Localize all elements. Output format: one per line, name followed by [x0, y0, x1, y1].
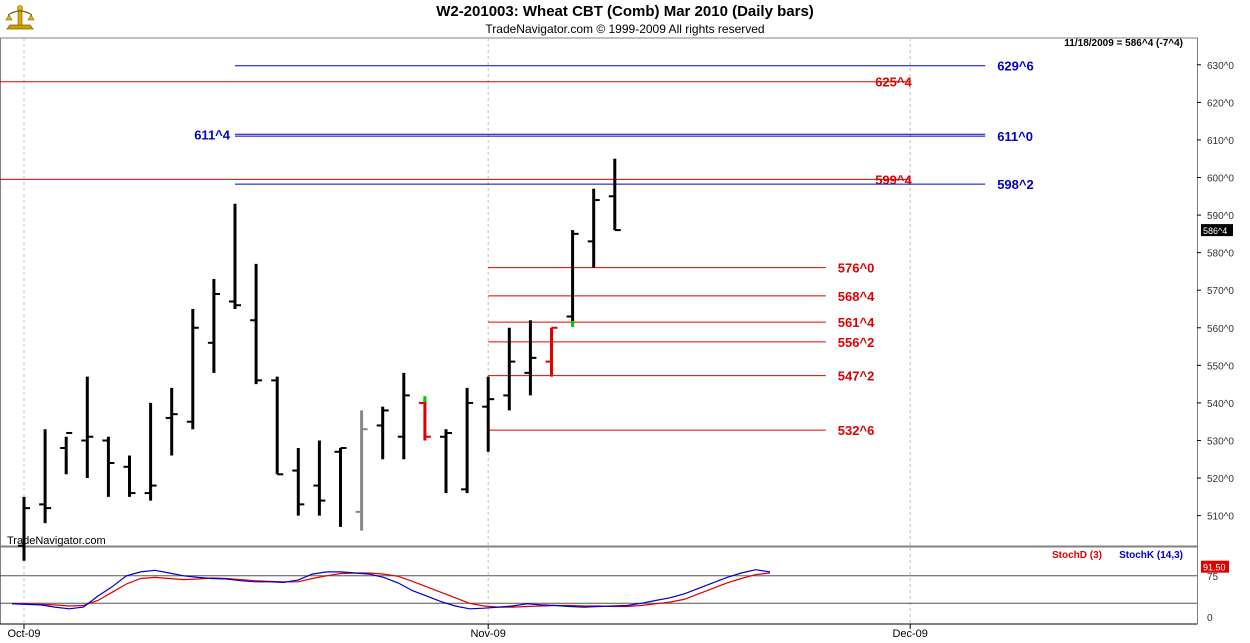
- ohlc-bar: [376, 406, 389, 460]
- last-price-box: [1201, 224, 1233, 237]
- x-tick-label: Dec-09: [892, 628, 927, 640]
- ohlc-bar: [503, 327, 516, 411]
- ohlc-bar: [144, 402, 157, 501]
- ohlc-bar: [587, 188, 600, 268]
- price-level-label: 532^6: [838, 423, 875, 438]
- y-tick-label: 580^0: [1207, 249, 1234, 260]
- y-tick-label: 530^0: [1207, 436, 1234, 447]
- chart-title: W2-201003: Wheat CBT (Comb) Mar 2010 (Da…: [436, 3, 814, 20]
- ohlc-bar: [482, 376, 495, 452]
- stoch-series-line: [11, 569, 770, 610]
- ohlc-bar: [418, 396, 431, 441]
- y-tick-label: 540^0: [1207, 399, 1234, 410]
- price-level-label: 629^6: [997, 59, 1034, 74]
- chart-subtitle: TradeNavigator.com © 1999-2009 All right…: [485, 22, 765, 36]
- price-level-label: 556^2: [838, 335, 875, 350]
- ohlc-bar: [123, 455, 136, 497]
- stoch-tick-label: 0: [1207, 613, 1213, 624]
- ohlc-bar: [566, 230, 579, 328]
- ohlc-bar: [461, 387, 474, 494]
- y-tick-label: 590^0: [1207, 211, 1234, 222]
- price-level-label: 561^4: [838, 315, 875, 330]
- ohlc-bar: [334, 447, 347, 527]
- x-tick-label: Oct-09: [7, 628, 40, 640]
- stoch-panel-frame: [0, 546, 1198, 625]
- levels-layer: 629^6 625^4 611^4 611^0 599^4 598^2 576^0 568^4…: [0, 59, 1034, 438]
- stoch-series-line: [11, 572, 770, 608]
- price-level-label: 598^2: [997, 177, 1034, 192]
- ohlc-bar: [102, 436, 115, 497]
- stoch-tick-label: 75: [1207, 572, 1219, 583]
- ohlc-bar: [186, 308, 199, 430]
- y-tick-label: 510^0: [1207, 512, 1234, 523]
- watermark-label: TradeNavigator.com: [7, 535, 106, 547]
- price-level-label: 568^4: [838, 289, 875, 304]
- y-tick-label: 630^0: [1207, 61, 1234, 72]
- ohlc-bar: [313, 440, 326, 516]
- ohlc-bar: [81, 376, 94, 479]
- ohlc-bar: [250, 263, 263, 385]
- ohlc-bar: [229, 203, 241, 309]
- ohlc-bar: [60, 431, 73, 475]
- price-level-label: 599^4: [875, 172, 912, 187]
- y-tick-label: 620^0: [1207, 98, 1234, 109]
- axis-layer: 510^0 520^0 530^0 540^0 550^0 560^0 570^0 580^0…: [7, 61, 1234, 640]
- ohlc-bar: [608, 158, 621, 232]
- price-level-label: 625^4: [875, 75, 912, 90]
- quote-info: 11/18/2009 = 586^4 (-7^4): [1064, 38, 1183, 49]
- ohlc-bar: [18, 496, 30, 561]
- y-tick-label: 610^0: [1207, 136, 1234, 147]
- price-panel-frame: [0, 37, 1198, 547]
- y-tick-label: 570^0: [1207, 286, 1234, 297]
- grid-layer: [0, 37, 1198, 625]
- x-tick-label: Nov-09: [470, 628, 505, 640]
- ohlc-bar: [355, 410, 368, 531]
- ohlc-bar: [397, 372, 410, 460]
- ohlc-bar: [39, 429, 52, 524]
- ohlc-bar: [271, 376, 284, 476]
- ohlc-bar: [440, 429, 452, 494]
- ohlc-bar: [207, 278, 220, 373]
- y-tick-label: 600^0: [1207, 174, 1234, 185]
- price-bars-layer: [18, 158, 621, 561]
- ohlc-bar: [524, 320, 537, 396]
- ohlc-bar: [545, 326, 558, 377]
- ohlc-bar: [292, 448, 305, 516]
- y-tick-label: 560^0: [1207, 324, 1234, 335]
- y-tick-label: 520^0: [1207, 474, 1234, 485]
- stoch-k-legend: StochK (14,3): [1119, 550, 1183, 561]
- y-tick-label: 550^0: [1207, 361, 1234, 372]
- price-level-label: 611^4: [194, 127, 231, 142]
- price-level-label: 611^0: [997, 129, 1033, 144]
- tradenavigator-logo-icon: [3, 3, 37, 33]
- price-level-label: 576^0: [838, 261, 875, 276]
- price-level-label: 547^2: [838, 369, 875, 384]
- stoch-value-box: [1201, 560, 1229, 573]
- stoch-value-label: 91.50: [1203, 563, 1226, 573]
- last-price-label: 586^4: [1203, 226, 1227, 236]
- ohlc-bar: [165, 387, 178, 456]
- stoch-d-legend: StochD (3): [1052, 550, 1102, 561]
